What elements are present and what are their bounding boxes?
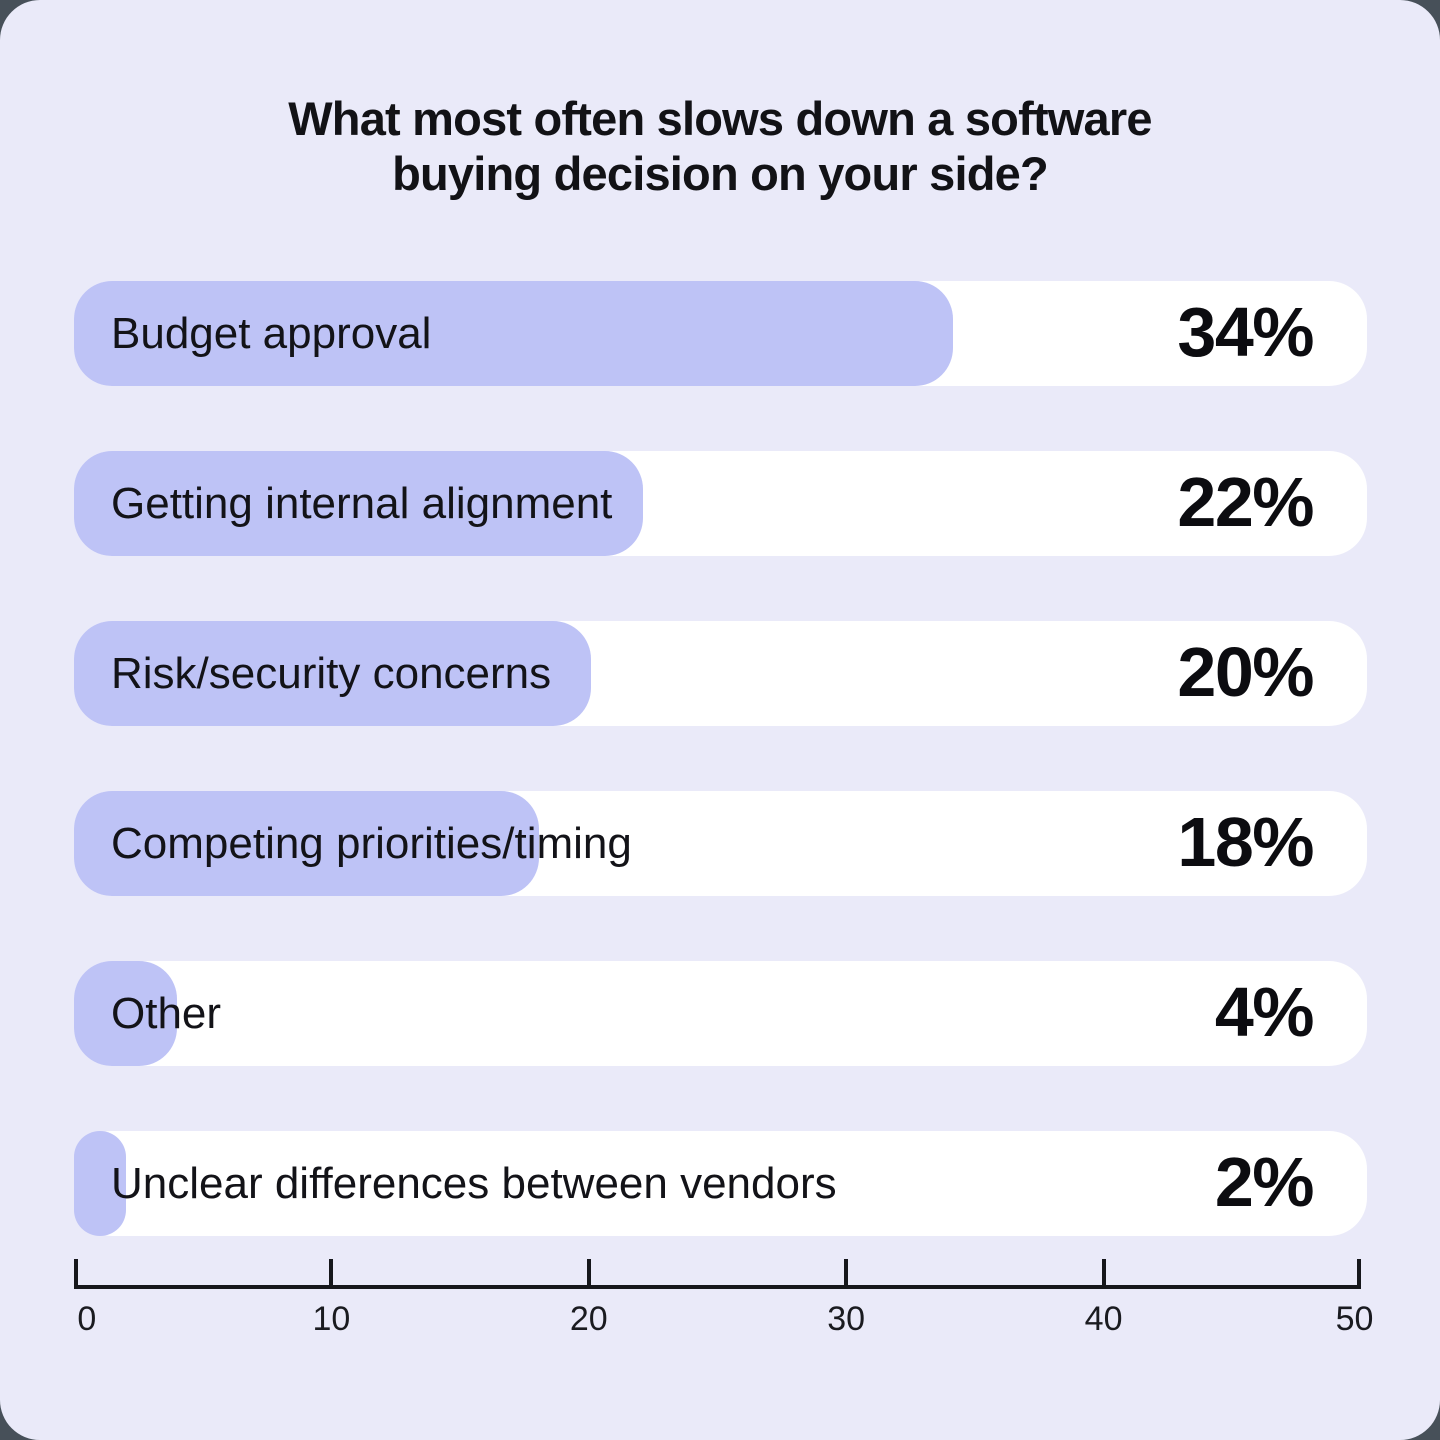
bar-fill — [74, 451, 643, 556]
bar-value: 4% — [1214, 973, 1315, 1051]
bar-label: Competing priorities/timing — [111, 819, 632, 868]
chart-title-line1: What most often slows down a software — [288, 92, 1152, 145]
bar-row-other: Other 4% — [74, 961, 1367, 1066]
bar-row-unclear-differences: Unclear differences between vendors 2% — [74, 1131, 1367, 1236]
x-axis-tick — [1101, 1259, 1106, 1285]
bar-label: Budget approval — [111, 309, 432, 358]
x-axis-tick-label: 20 — [569, 1300, 608, 1338]
bar-fill — [74, 281, 954, 386]
bar-fill — [74, 1131, 126, 1236]
bar-label: Risk/security concerns — [111, 649, 552, 698]
bar-fill — [74, 621, 592, 726]
x-axis-tick-label: 30 — [827, 1300, 866, 1338]
chart-title: What most often slows down a software bu… — [0, 92, 1440, 202]
x-axis-tick — [586, 1259, 591, 1285]
bar-value: 34% — [1177, 293, 1314, 371]
bar-row-internal-alignment: Getting internal alignment 22% — [74, 451, 1367, 556]
bar-row-risk-security: Risk/security concerns 20% — [74, 621, 1367, 726]
bar-value: 22% — [1177, 463, 1314, 541]
bar-track — [74, 1131, 1367, 1236]
bar-label: Getting internal alignment — [111, 479, 613, 528]
x-axis — [74, 1259, 1361, 1289]
bar-chart: Budget approval 34% Getting internal ali… — [74, 281, 1367, 1301]
bar-fill — [74, 961, 178, 1066]
x-axis-tick-label: 10 — [312, 1300, 351, 1338]
bar-track — [74, 961, 1367, 1066]
bar-fill — [74, 791, 540, 896]
x-axis-tick — [1357, 1259, 1361, 1285]
bar-value: 2% — [1214, 1143, 1315, 1221]
bar-row-budget-approval: Budget approval 34% — [74, 281, 1367, 386]
x-axis-tick — [844, 1259, 849, 1285]
bar-label: Unclear differences between vendors — [111, 1159, 837, 1208]
bar-label: Other — [111, 989, 222, 1038]
x-axis-tick — [329, 1259, 334, 1285]
x-axis-tick-label: 50 — [1335, 1300, 1374, 1338]
bar-row-competing-priorities: Competing priorities/timing 18% — [74, 791, 1367, 896]
x-axis-tick — [74, 1259, 78, 1285]
x-axis-tick-label: 0 — [77, 1300, 97, 1338]
bar-value: 18% — [1177, 803, 1314, 881]
bar-value: 20% — [1177, 633, 1314, 711]
x-axis-labels: 0 10 20 30 40 50 — [74, 1300, 1373, 1340]
x-axis-tick-label: 40 — [1084, 1300, 1123, 1338]
chart-title-line2: buying decision on your side? — [392, 146, 1049, 200]
